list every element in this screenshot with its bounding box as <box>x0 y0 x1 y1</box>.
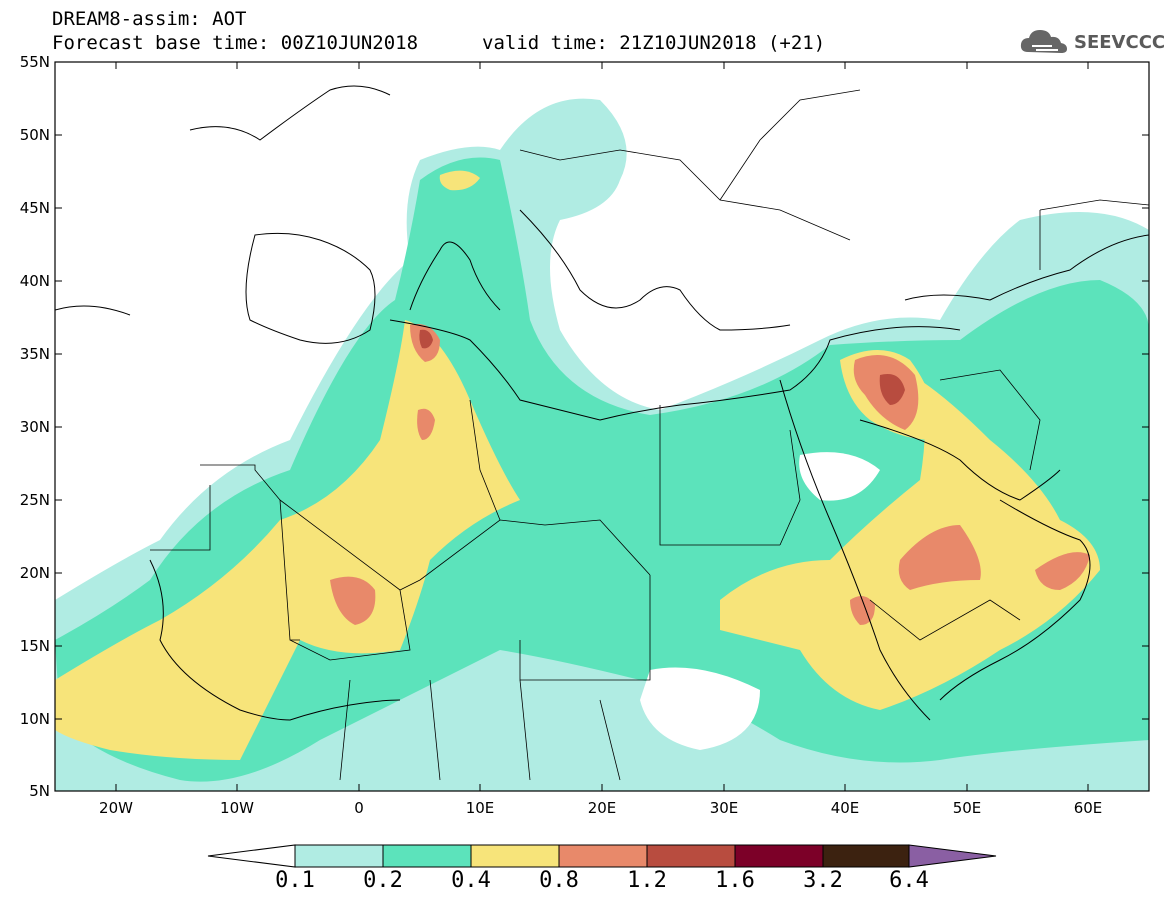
lat-label: 35N <box>19 345 50 363</box>
colorbar-label: 0.2 <box>363 868 403 893</box>
aot-band-1.2-algeria <box>419 329 433 349</box>
forecast-base-time: Forecast base time: 00Z10JUN2018 <box>52 32 419 54</box>
axis-ticks <box>55 61 1149 791</box>
borders <box>150 89 1149 781</box>
lat-label: 55N <box>19 53 50 71</box>
valid-time: valid time: 21Z10JUN2018 (+21) <box>482 32 826 54</box>
map-title: DREAM8-assim: AOT <box>52 8 247 30</box>
aot-field <box>55 62 1149 791</box>
lon-label: 10E <box>465 799 495 817</box>
colorbar-label: 0.4 <box>451 868 491 893</box>
lat-label: 20N <box>19 564 50 582</box>
lon-label: 0 <box>354 799 364 817</box>
lat-label: 15N <box>19 637 50 655</box>
colorbar-label: 1.2 <box>627 868 667 893</box>
colorbar-swatch-0.1 <box>294 844 384 868</box>
aot-band-0.8-oman <box>1035 552 1090 590</box>
colorbar-under-triangle <box>207 844 296 868</box>
colorbar-swatch-0.2 <box>382 844 472 868</box>
lat-label: 5N <box>29 782 50 800</box>
lat-label: 30N <box>19 418 50 436</box>
colorbar-label: 0.8 <box>539 868 579 893</box>
lon-label: 50E <box>952 799 982 817</box>
colorbar-label: 3.2 <box>803 868 843 893</box>
lat-label: 45N <box>19 199 50 217</box>
aot-hole-sahara <box>640 426 775 530</box>
colorbar-label: 6.4 <box>889 868 929 893</box>
lat-label: 50N <box>19 126 50 144</box>
colorbar-over-triangle <box>908 844 997 868</box>
colorbar-swatch-0.4 <box>470 844 560 868</box>
colorbar-swatch-0.8 <box>558 844 648 868</box>
logo-text: SEEVCCC <box>1074 32 1165 53</box>
colorbar <box>207 844 997 868</box>
lon-label: 20E <box>587 799 617 817</box>
lat-label: 10N <box>19 710 50 728</box>
colorbar-swatch-3.2 <box>822 844 910 868</box>
lat-label: 25N <box>19 491 50 509</box>
colorbar-label: 1.6 <box>715 868 755 893</box>
coastlines <box>55 85 1149 721</box>
cloud-logo-icon <box>1020 30 1067 53</box>
aot-band-0.4-east <box>720 380 1100 710</box>
aot-hole-center <box>799 452 880 501</box>
colorbar-swatch-1.2 <box>646 844 736 868</box>
aot-band-0.8-mali <box>330 576 376 625</box>
aot-band-0.4-west <box>55 320 520 760</box>
seevccc-logo: SEEVCCC <box>1018 24 1165 58</box>
lon-label: 60E <box>1073 799 1103 817</box>
lon-label: 20W <box>99 799 133 817</box>
lon-label: 30E <box>709 799 739 817</box>
aot-band-0.4-alps <box>439 170 480 191</box>
lon-label: 10W <box>220 799 254 817</box>
colorbar-label: 0.1 <box>275 868 315 893</box>
colorbar-swatch-1.6 <box>734 844 824 868</box>
lat-label: 40N <box>19 272 50 290</box>
aot-band-0.8-tunisia <box>417 408 435 440</box>
lon-label: 40E <box>830 799 860 817</box>
aot-band-1.2-iraq <box>879 374 905 405</box>
aot-hole-eafrica <box>640 667 760 750</box>
aot-band-0.8-arabia <box>898 525 981 590</box>
